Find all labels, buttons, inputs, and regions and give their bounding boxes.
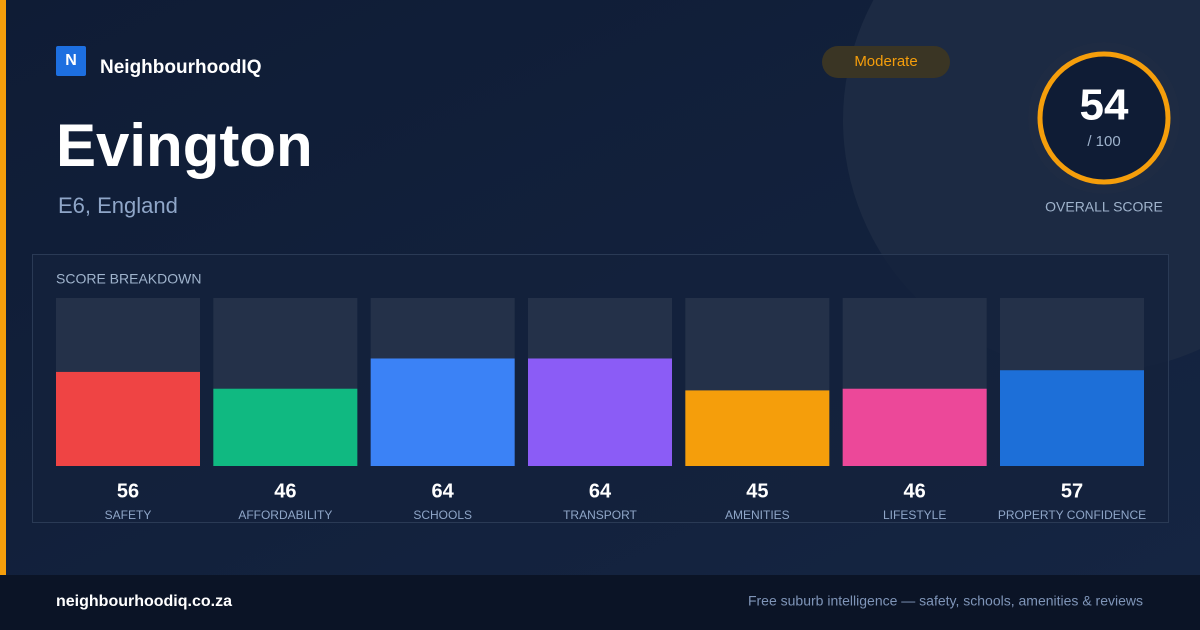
bar-label: LIFESTYLE — [883, 508, 946, 522]
score-ring — [1037, 51, 1171, 185]
bar-value: 46 — [274, 480, 296, 502]
footer-tagline: Free suburb intelligence — safety, schoo… — [748, 593, 1143, 609]
bar — [213, 388, 358, 466]
bar-label: AFFORDABILITY — [238, 508, 332, 522]
breakdown-title: SCORE BREAKDOWN — [56, 271, 201, 287]
bar — [685, 390, 830, 466]
bar-value: 46 — [904, 480, 926, 502]
bar-value: 56 — [117, 480, 139, 502]
bar-label: SCHOOLS — [413, 508, 472, 522]
logo-letter: N — [65, 52, 77, 69]
bar — [1000, 370, 1144, 466]
footer-site: neighbourhoodiq.co.za — [56, 593, 232, 610]
footer-bar — [0, 575, 1200, 630]
badge-text: Moderate — [854, 53, 917, 70]
logo — [56, 46, 86, 76]
bar-value: 57 — [1061, 480, 1083, 502]
bar-value: 64 — [589, 480, 612, 502]
subtitle: E6, England — [58, 193, 178, 218]
score-max: / 100 — [1087, 133, 1120, 150]
title: Evington — [56, 112, 313, 179]
accent-stripe — [0, 0, 6, 575]
bar-label: AMENITIES — [725, 508, 790, 522]
score-value: 54 — [1080, 81, 1129, 130]
bar — [842, 388, 987, 466]
bar-label: PROPERTY CONFIDENCE — [998, 508, 1146, 522]
bar-label: SAFETY — [105, 508, 152, 522]
brand-name: NeighbourhoodIQ — [100, 57, 261, 78]
bar — [56, 371, 200, 466]
bar — [370, 358, 515, 466]
bar-value: 64 — [432, 480, 455, 502]
score-label: OVERALL SCORE — [1045, 199, 1163, 215]
bar — [528, 358, 672, 466]
bar-label: TRANSPORT — [563, 508, 637, 522]
bar-value: 45 — [746, 480, 768, 502]
badge — [822, 46, 950, 78]
